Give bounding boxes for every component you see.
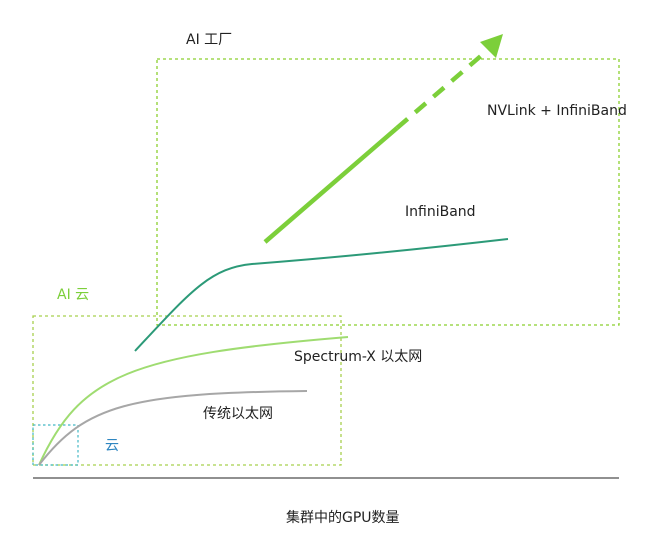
- traditional-ethernet-curve: [38, 390, 308, 466]
- infiniband-curve: [134, 238, 509, 352]
- ai-cloud-label: AI 云: [57, 287, 89, 303]
- x-axis-label: 集群中的GPU数量: [286, 509, 400, 526]
- nvlink-arrow-head: [480, 34, 503, 58]
- infiniband-label: InfiniBand: [405, 204, 476, 220]
- ai-factory-label: AI 工厂: [186, 32, 232, 48]
- ai-factory-box: [156, 58, 620, 326]
- nvlink-infiniband-label: NVLink + InfiniBand: [487, 103, 627, 119]
- spectrum-x-curve: [38, 336, 349, 466]
- cloud-box: [32, 424, 79, 466]
- cloud-label: 云: [105, 438, 119, 454]
- spectrum-x-label: Spectrum-X 以太网: [294, 349, 422, 365]
- nvlink-arrow-dashed: [395, 47, 491, 130]
- traditional-ethernet-label: 传统以太网: [203, 406, 273, 422]
- nvlink-arrow-solid: [263, 126, 399, 244]
